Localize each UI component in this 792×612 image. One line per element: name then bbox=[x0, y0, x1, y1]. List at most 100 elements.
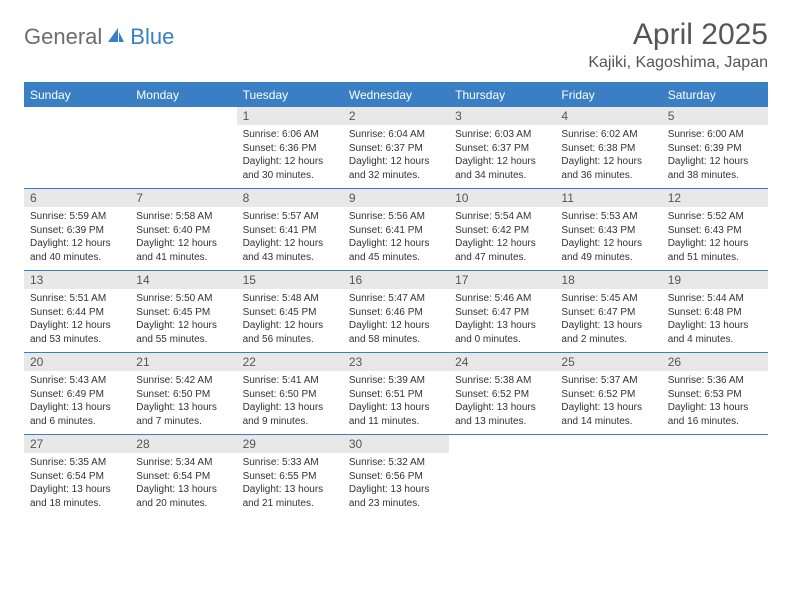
day-content: Sunrise: 5:34 AMSunset: 6:54 PMDaylight:… bbox=[130, 453, 236, 516]
daylight-text: Daylight: 13 hours and 11 minutes. bbox=[349, 401, 443, 428]
daylight-text: Daylight: 13 hours and 18 minutes. bbox=[30, 483, 124, 510]
sunrise-text: Sunrise: 5:36 AM bbox=[668, 374, 762, 388]
calendar-cell: 11Sunrise: 5:53 AMSunset: 6:43 PMDayligh… bbox=[555, 189, 661, 271]
sunset-text: Sunset: 6:37 PM bbox=[349, 142, 443, 156]
day-content: Sunrise: 5:53 AMSunset: 6:43 PMDaylight:… bbox=[555, 207, 661, 270]
sunrise-text: Sunrise: 5:48 AM bbox=[243, 292, 337, 306]
daylight-text: Daylight: 12 hours and 41 minutes. bbox=[136, 237, 230, 264]
sunrise-text: Sunrise: 5:38 AM bbox=[455, 374, 549, 388]
calendar-cell: 9Sunrise: 5:56 AMSunset: 6:41 PMDaylight… bbox=[343, 189, 449, 271]
sunset-text: Sunset: 6:53 PM bbox=[668, 388, 762, 402]
daylight-text: Daylight: 12 hours and 49 minutes. bbox=[561, 237, 655, 264]
day-content: Sunrise: 5:33 AMSunset: 6:55 PMDaylight:… bbox=[237, 453, 343, 516]
sunset-text: Sunset: 6:52 PM bbox=[561, 388, 655, 402]
day-header: Friday bbox=[555, 83, 661, 107]
day-content: Sunrise: 5:32 AMSunset: 6:56 PMDaylight:… bbox=[343, 453, 449, 516]
day-number: 24 bbox=[449, 353, 555, 371]
calendar-cell: 17Sunrise: 5:46 AMSunset: 6:47 PMDayligh… bbox=[449, 271, 555, 353]
sunrise-text: Sunrise: 5:39 AM bbox=[349, 374, 443, 388]
calendar-cell: 29Sunrise: 5:33 AMSunset: 6:55 PMDayligh… bbox=[237, 435, 343, 517]
day-content: Sunrise: 5:39 AMSunset: 6:51 PMDaylight:… bbox=[343, 371, 449, 434]
daylight-text: Daylight: 13 hours and 9 minutes. bbox=[243, 401, 337, 428]
sunset-text: Sunset: 6:44 PM bbox=[30, 306, 124, 320]
daylight-text: Daylight: 12 hours and 40 minutes. bbox=[30, 237, 124, 264]
day-number: 11 bbox=[555, 189, 661, 207]
sunset-text: Sunset: 6:50 PM bbox=[136, 388, 230, 402]
daylight-text: Daylight: 13 hours and 14 minutes. bbox=[561, 401, 655, 428]
title-block: April 2025 Kajiki, Kagoshima, Japan bbox=[588, 18, 768, 72]
location-label: Kajiki, Kagoshima, Japan bbox=[588, 54, 768, 72]
sunrise-text: Sunrise: 5:46 AM bbox=[455, 292, 549, 306]
sunrise-text: Sunrise: 5:53 AM bbox=[561, 210, 655, 224]
day-content: Sunrise: 5:54 AMSunset: 6:42 PMDaylight:… bbox=[449, 207, 555, 270]
daylight-text: Daylight: 12 hours and 43 minutes. bbox=[243, 237, 337, 264]
calendar-cell: 14Sunrise: 5:50 AMSunset: 6:45 PMDayligh… bbox=[130, 271, 236, 353]
calendar-cell: 24Sunrise: 5:38 AMSunset: 6:52 PMDayligh… bbox=[449, 353, 555, 435]
day-content: Sunrise: 6:03 AMSunset: 6:37 PMDaylight:… bbox=[449, 125, 555, 188]
sunrise-text: Sunrise: 6:06 AM bbox=[243, 128, 337, 142]
day-content: Sunrise: 5:56 AMSunset: 6:41 PMDaylight:… bbox=[343, 207, 449, 270]
day-content: Sunrise: 5:58 AMSunset: 6:40 PMDaylight:… bbox=[130, 207, 236, 270]
calendar-cell bbox=[130, 107, 236, 189]
sunset-text: Sunset: 6:48 PM bbox=[668, 306, 762, 320]
daylight-text: Daylight: 13 hours and 7 minutes. bbox=[136, 401, 230, 428]
sunrise-text: Sunrise: 6:04 AM bbox=[349, 128, 443, 142]
calendar-cell: 6Sunrise: 5:59 AMSunset: 6:39 PMDaylight… bbox=[24, 189, 130, 271]
day-number: 21 bbox=[130, 353, 236, 371]
daylight-text: Daylight: 12 hours and 34 minutes. bbox=[455, 155, 549, 182]
sunset-text: Sunset: 6:39 PM bbox=[30, 224, 124, 238]
sunset-text: Sunset: 6:37 PM bbox=[455, 142, 549, 156]
day-number: 15 bbox=[237, 271, 343, 289]
sunrise-text: Sunrise: 5:33 AM bbox=[243, 456, 337, 470]
sunrise-text: Sunrise: 5:50 AM bbox=[136, 292, 230, 306]
sunset-text: Sunset: 6:45 PM bbox=[136, 306, 230, 320]
day-number: 10 bbox=[449, 189, 555, 207]
logo-text-blue: Blue bbox=[130, 24, 174, 50]
day-content: Sunrise: 5:38 AMSunset: 6:52 PMDaylight:… bbox=[449, 371, 555, 434]
daylight-text: Daylight: 12 hours and 53 minutes. bbox=[30, 319, 124, 346]
calendar-cell: 8Sunrise: 5:57 AMSunset: 6:41 PMDaylight… bbox=[237, 189, 343, 271]
sunrise-text: Sunrise: 5:34 AM bbox=[136, 456, 230, 470]
day-content: Sunrise: 5:45 AMSunset: 6:47 PMDaylight:… bbox=[555, 289, 661, 352]
calendar-cell: 28Sunrise: 5:34 AMSunset: 6:54 PMDayligh… bbox=[130, 435, 236, 517]
logo-sail-icon bbox=[106, 26, 126, 49]
calendar-cell bbox=[449, 435, 555, 517]
day-number: 3 bbox=[449, 107, 555, 125]
day-number: 17 bbox=[449, 271, 555, 289]
day-header: Thursday bbox=[449, 83, 555, 107]
day-number: 22 bbox=[237, 353, 343, 371]
daylight-text: Daylight: 13 hours and 4 minutes. bbox=[668, 319, 762, 346]
calendar-cell: 19Sunrise: 5:44 AMSunset: 6:48 PMDayligh… bbox=[662, 271, 768, 353]
logo-text-general: General bbox=[24, 24, 102, 50]
day-content: Sunrise: 5:46 AMSunset: 6:47 PMDaylight:… bbox=[449, 289, 555, 352]
day-content: Sunrise: 5:59 AMSunset: 6:39 PMDaylight:… bbox=[24, 207, 130, 270]
day-number: 5 bbox=[662, 107, 768, 125]
daylight-text: Daylight: 12 hours and 45 minutes. bbox=[349, 237, 443, 264]
day-number: 23 bbox=[343, 353, 449, 371]
calendar-cell: 12Sunrise: 5:52 AMSunset: 6:43 PMDayligh… bbox=[662, 189, 768, 271]
daylight-text: Daylight: 13 hours and 0 minutes. bbox=[455, 319, 549, 346]
calendar-cell: 1Sunrise: 6:06 AMSunset: 6:36 PMDaylight… bbox=[237, 107, 343, 189]
calendar-header-row: SundayMondayTuesdayWednesdayThursdayFrid… bbox=[24, 83, 768, 107]
day-content: Sunrise: 6:04 AMSunset: 6:37 PMDaylight:… bbox=[343, 125, 449, 188]
day-header: Monday bbox=[130, 83, 236, 107]
day-number: 7 bbox=[130, 189, 236, 207]
daylight-text: Daylight: 13 hours and 20 minutes. bbox=[136, 483, 230, 510]
sunset-text: Sunset: 6:54 PM bbox=[30, 470, 124, 484]
calendar-cell bbox=[555, 435, 661, 517]
calendar-cell: 22Sunrise: 5:41 AMSunset: 6:50 PMDayligh… bbox=[237, 353, 343, 435]
daylight-text: Daylight: 12 hours and 30 minutes. bbox=[243, 155, 337, 182]
day-number: 6 bbox=[24, 189, 130, 207]
day-number: 19 bbox=[662, 271, 768, 289]
day-number: 28 bbox=[130, 435, 236, 453]
day-content: Sunrise: 5:57 AMSunset: 6:41 PMDaylight:… bbox=[237, 207, 343, 270]
sunrise-text: Sunrise: 5:54 AM bbox=[455, 210, 549, 224]
calendar-cell: 27Sunrise: 5:35 AMSunset: 6:54 PMDayligh… bbox=[24, 435, 130, 517]
day-content: Sunrise: 5:52 AMSunset: 6:43 PMDaylight:… bbox=[662, 207, 768, 270]
sunrise-text: Sunrise: 6:02 AM bbox=[561, 128, 655, 142]
day-content: Sunrise: 5:44 AMSunset: 6:48 PMDaylight:… bbox=[662, 289, 768, 352]
sunrise-text: Sunrise: 5:35 AM bbox=[30, 456, 124, 470]
day-content: Sunrise: 6:02 AMSunset: 6:38 PMDaylight:… bbox=[555, 125, 661, 188]
sunrise-text: Sunrise: 5:45 AM bbox=[561, 292, 655, 306]
sunset-text: Sunset: 6:50 PM bbox=[243, 388, 337, 402]
